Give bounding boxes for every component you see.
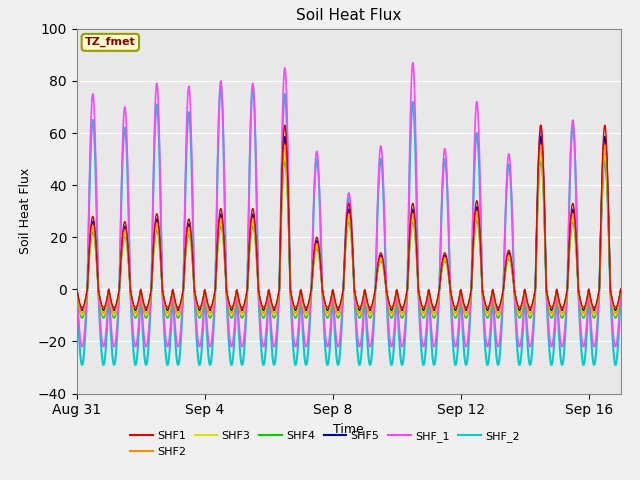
SHF_2 xyxy=(617,287,625,292)
SHF_1 xyxy=(617,287,625,292)
Line: SHF_2: SHF_2 xyxy=(77,86,621,365)
SHF_2 xyxy=(196,362,204,368)
SHF2 xyxy=(372,280,380,286)
SHF3 xyxy=(502,267,509,273)
SHF_1 xyxy=(237,337,244,343)
SHF1 xyxy=(502,263,509,268)
SHF1 xyxy=(372,279,380,285)
Line: SHF_1: SHF_1 xyxy=(77,63,621,347)
SHF3 xyxy=(601,152,609,157)
SHF_1 xyxy=(196,344,204,349)
Y-axis label: Soil Heat Flux: Soil Heat Flux xyxy=(19,168,33,254)
SHF3 xyxy=(372,281,380,287)
SHF4 xyxy=(183,239,191,244)
SHF_2 xyxy=(502,204,509,209)
SHF4 xyxy=(372,281,380,287)
SHF2 xyxy=(190,286,198,291)
Line: SHF4: SHF4 xyxy=(77,161,621,318)
SHF4 xyxy=(73,287,81,292)
Line: SHF3: SHF3 xyxy=(77,155,621,315)
Line: SHF1: SHF1 xyxy=(77,125,621,308)
SHF_1 xyxy=(183,108,191,114)
SHF_1 xyxy=(73,287,81,292)
SHF1 xyxy=(237,302,244,308)
SHF5 xyxy=(73,287,81,292)
SHF_2 xyxy=(116,281,124,287)
SHF4 xyxy=(601,158,609,164)
SHF1 xyxy=(601,122,609,128)
SHF4 xyxy=(617,287,625,292)
SHF1 xyxy=(116,284,124,290)
SHF5 xyxy=(183,229,191,235)
SHF2 xyxy=(601,142,609,148)
SHF3 xyxy=(73,287,81,292)
SHF5 xyxy=(116,284,124,290)
Legend: SHF1, SHF2, SHF3, SHF4, SHF5, SHF_1, SHF_2: SHF1, SHF2, SHF3, SHF4, SHF5, SHF_1, SHF… xyxy=(126,427,524,461)
SHF5 xyxy=(372,280,380,286)
SHF_1 xyxy=(502,197,509,203)
SHF4 xyxy=(237,312,244,317)
SHF1 xyxy=(183,225,191,230)
SHF3 xyxy=(190,286,198,291)
SHF_2 xyxy=(217,83,225,89)
SHF2 xyxy=(116,284,124,290)
SHF3 xyxy=(617,287,625,292)
SHF5 xyxy=(196,307,204,313)
SHF2 xyxy=(617,287,625,292)
SHF2 xyxy=(73,287,81,292)
SHF1 xyxy=(617,287,625,292)
SHF_1 xyxy=(116,280,124,286)
SHF2 xyxy=(183,232,191,238)
X-axis label: Time: Time xyxy=(333,423,364,436)
SHF4 xyxy=(502,268,509,274)
SHF_2 xyxy=(372,253,380,259)
SHF1 xyxy=(73,287,81,292)
SHF5 xyxy=(237,305,244,311)
SHF2 xyxy=(196,310,204,316)
SHF4 xyxy=(190,286,198,291)
SHF_1 xyxy=(409,60,417,66)
SHF1 xyxy=(190,285,198,291)
Text: TZ_fmet: TZ_fmet xyxy=(85,37,136,48)
SHF3 xyxy=(237,310,244,315)
SHF_2 xyxy=(73,287,81,292)
SHF4 xyxy=(116,285,124,290)
SHF4 xyxy=(196,315,204,321)
SHF_2 xyxy=(237,355,244,361)
SHF5 xyxy=(617,287,625,292)
Title: Soil Heat Flux: Soil Heat Flux xyxy=(296,9,401,24)
SHF3 xyxy=(196,312,204,318)
SHF5 xyxy=(601,134,609,140)
Line: SHF2: SHF2 xyxy=(77,145,621,313)
SHF_2 xyxy=(183,131,191,137)
SHF3 xyxy=(116,285,124,290)
SHF5 xyxy=(190,286,198,291)
SHF_1 xyxy=(190,283,198,289)
SHF5 xyxy=(502,264,509,270)
SHF2 xyxy=(237,307,244,313)
SHF2 xyxy=(502,265,509,271)
SHF_2 xyxy=(190,284,198,289)
SHF1 xyxy=(196,305,204,311)
SHF_1 xyxy=(372,259,380,264)
Line: SHF5: SHF5 xyxy=(77,137,621,310)
SHF3 xyxy=(183,236,191,241)
